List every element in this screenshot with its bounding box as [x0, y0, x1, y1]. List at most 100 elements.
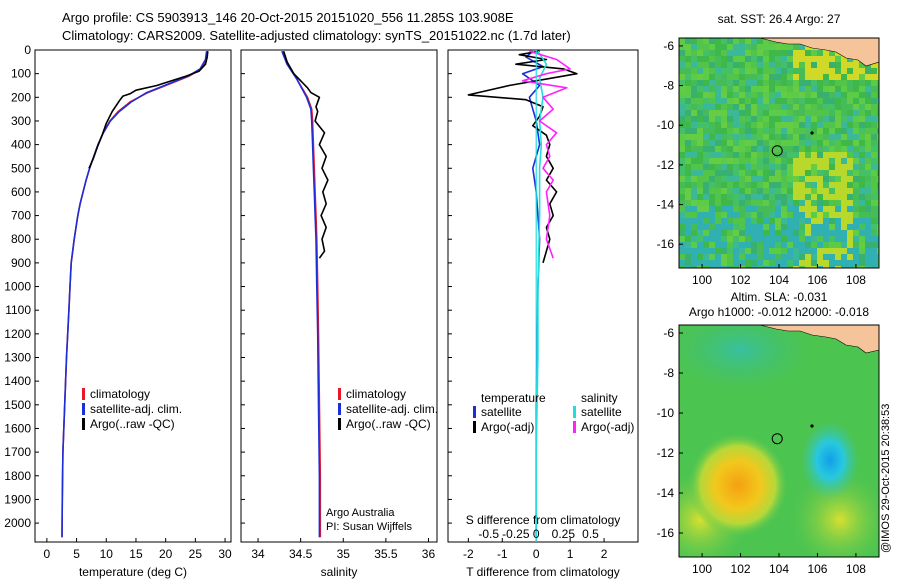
sst-cell — [859, 128, 865, 134]
difference-series-argo-adj- — [521, 50, 571, 259]
sst-cell — [739, 254, 745, 260]
depth-tick-label: 200 — [11, 90, 31, 104]
sst-cell — [829, 128, 835, 134]
sst-cell — [817, 62, 823, 68]
sst-cell — [721, 110, 727, 116]
sst-cell — [769, 260, 775, 266]
sst-cell — [841, 74, 847, 80]
sst-cell — [817, 158, 823, 164]
sst-cell — [859, 194, 865, 200]
sla_map-xtick-label: 102 — [731, 562, 751, 576]
sst-cell — [787, 194, 793, 200]
salinity-xtick-label: 34 — [251, 547, 265, 561]
sst-cell — [823, 176, 829, 182]
sst-cell — [745, 224, 751, 230]
sst-cell — [859, 182, 865, 188]
sst-cell — [787, 176, 793, 182]
sst-cell — [841, 92, 847, 98]
sst-cell — [805, 206, 811, 212]
sst-cell — [679, 182, 685, 188]
sst-cell — [751, 218, 757, 224]
sst-cell — [823, 248, 829, 254]
sst-cell — [691, 170, 697, 176]
sst-cell — [715, 44, 721, 50]
sst-cell — [847, 230, 853, 236]
sst-cell — [853, 242, 859, 248]
sst-cell — [703, 224, 709, 230]
sst-cell — [763, 92, 769, 98]
sst-cell — [733, 242, 739, 248]
sla-map-subtitle: Argo h1000: -0.012 h2000: -0.018 — [689, 305, 869, 319]
sst-cell — [727, 212, 733, 218]
sst-cell — [769, 68, 775, 74]
sst-cell — [811, 92, 817, 98]
sst-cell — [769, 218, 775, 224]
sst-cell — [859, 152, 865, 158]
sst-cell — [823, 230, 829, 236]
sst-cell — [769, 92, 775, 98]
sst-cell — [709, 266, 715, 268]
sst-cell — [721, 158, 727, 164]
sst-cell — [775, 104, 781, 110]
sst-cell — [739, 86, 745, 92]
sst-cell — [721, 260, 727, 266]
sst-cell — [865, 224, 871, 230]
sst-cell — [679, 200, 685, 206]
sst-cell — [715, 92, 721, 98]
sst-cell — [877, 158, 879, 164]
sst_map-xtick-label: 100 — [692, 273, 712, 287]
sst-cell — [775, 236, 781, 242]
sst-cell — [793, 212, 799, 218]
sst-cell — [697, 206, 703, 212]
sst-cell — [835, 206, 841, 212]
sst-cell — [679, 92, 685, 98]
sst-cell — [715, 212, 721, 218]
sst-cell — [877, 200, 879, 206]
sst-cell — [793, 74, 799, 80]
sst-cell — [769, 176, 775, 182]
sst-cell — [709, 176, 715, 182]
sst-cell — [739, 146, 745, 152]
sst-cell — [871, 140, 877, 146]
sst-cell — [727, 236, 733, 242]
sst-cell — [709, 152, 715, 158]
difference-xtick-label: 2 — [601, 547, 608, 561]
sst-cell — [799, 146, 805, 152]
sst-cell — [799, 206, 805, 212]
sst-cell — [691, 164, 697, 170]
sst-cell — [679, 242, 685, 248]
sst-cell — [787, 68, 793, 74]
sst-cell — [841, 56, 847, 62]
sst-cell — [793, 200, 799, 206]
salinity-series-climatology — [282, 50, 322, 538]
sst-cell — [805, 50, 811, 56]
sst-cell — [769, 206, 775, 212]
sst-cell — [757, 74, 763, 80]
sst-cell — [811, 80, 817, 86]
sst-cell — [877, 68, 879, 74]
sst-cell — [691, 140, 697, 146]
salinity-legend-swatch — [338, 418, 341, 430]
sst-cell — [835, 164, 841, 170]
sst-cell — [823, 194, 829, 200]
difference-series-group — [467, 50, 578, 542]
sst-cell — [739, 62, 745, 68]
sst-cell — [799, 74, 805, 80]
sst-cell — [763, 62, 769, 68]
sst-cell — [757, 80, 763, 86]
sst-cell — [721, 242, 727, 248]
sst-cell — [871, 194, 877, 200]
sst-cell — [775, 134, 781, 140]
sst-cell — [787, 104, 793, 110]
depth-tick-label: 400 — [11, 138, 31, 152]
sst-cell — [781, 104, 787, 110]
sst-cell — [781, 236, 787, 242]
sst-cell — [823, 260, 829, 266]
sst-cell — [727, 206, 733, 212]
sst-cell — [847, 164, 853, 170]
sst-cell — [805, 218, 811, 224]
sst-cell — [763, 260, 769, 266]
sst-cell — [829, 152, 835, 158]
sst-cell — [685, 92, 691, 98]
sst-cell — [727, 74, 733, 80]
